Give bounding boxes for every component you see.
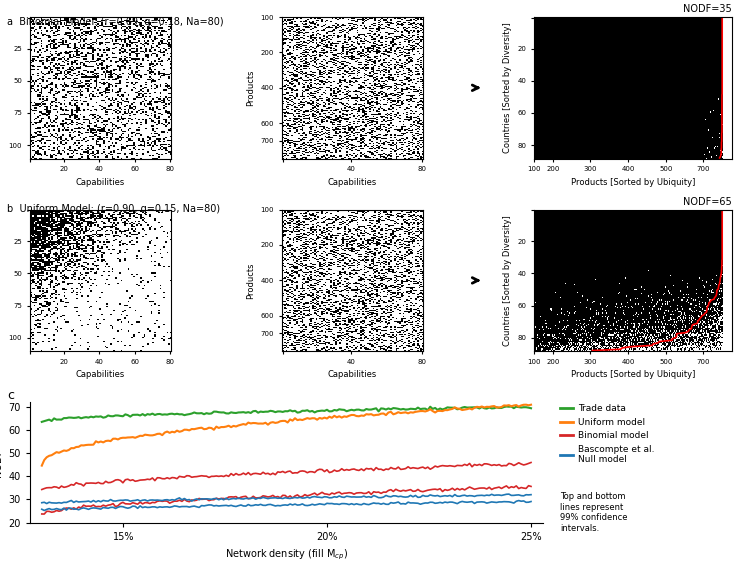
Y-axis label: Countries: Countries bbox=[0, 68, 3, 108]
X-axis label: Products [Sorted by Ubiquity]: Products [Sorted by Ubiquity] bbox=[571, 178, 695, 187]
Y-axis label: Countries [Sorted by Diversity]: Countries [Sorted by Diversity] bbox=[503, 22, 511, 153]
Text: c: c bbox=[7, 389, 14, 402]
Text: b  Uniform Model: (r=0.90, q=0.15, Na=80): b Uniform Model: (r=0.90, q=0.15, Na=80) bbox=[7, 204, 220, 215]
Y-axis label: Countries: Countries bbox=[0, 260, 3, 300]
Text: Top and bottom
lines represent
99% confidence
intervals.: Top and bottom lines represent 99% confi… bbox=[560, 492, 628, 533]
Text: NODF=65: NODF=65 bbox=[683, 197, 732, 207]
X-axis label: Network density (fill M$_{cp}$): Network density (fill M$_{cp}$) bbox=[225, 547, 348, 562]
Y-axis label: NODF: NODF bbox=[0, 448, 3, 477]
Y-axis label: Products: Products bbox=[246, 69, 255, 106]
X-axis label: Products [Sorted by Ubiquity]: Products [Sorted by Ubiquity] bbox=[571, 370, 695, 379]
Y-axis label: Countries [Sorted by Diversity]: Countries [Sorted by Diversity] bbox=[503, 215, 511, 346]
Y-axis label: Products: Products bbox=[246, 262, 255, 299]
Text: a  Binomial Model: (r=0.69, q=0.18, Na=80): a Binomial Model: (r=0.69, q=0.18, Na=80… bbox=[7, 17, 224, 27]
X-axis label: Capabilities: Capabilities bbox=[75, 370, 125, 379]
X-axis label: Capabilities: Capabilities bbox=[327, 178, 377, 187]
X-axis label: Capabilities: Capabilities bbox=[75, 178, 125, 187]
Legend: Trade data, Uniform model, Binomial model, Bascompte et al.
Null model: Trade data, Uniform model, Binomial mode… bbox=[556, 401, 658, 468]
Text: NODF=35: NODF=35 bbox=[683, 4, 732, 14]
X-axis label: Capabilities: Capabilities bbox=[327, 370, 377, 379]
